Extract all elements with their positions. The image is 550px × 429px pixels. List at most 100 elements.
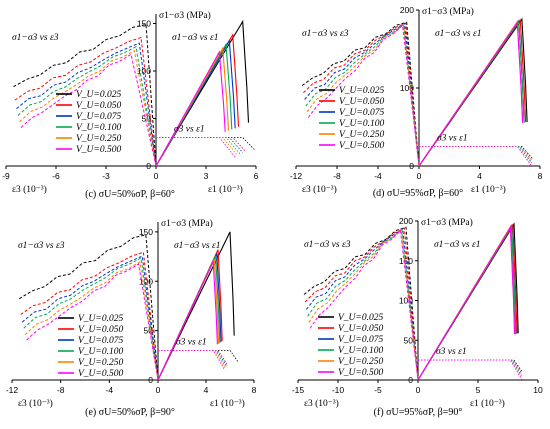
y-tick-label: 100 (137, 66, 151, 76)
legend-label: V_U=0.025 (76, 90, 121, 100)
y-tick-label: 0 (409, 161, 414, 171)
series-line-eps1 (417, 225, 516, 381)
annotation-sigma3: σ3 vs ε1 (437, 134, 468, 144)
annotation-sigma3: σ3 vs ε1 (436, 347, 467, 357)
y-axis-label: σ1−σ3 (MPa) (421, 217, 473, 228)
x-tick-label: 0 (156, 385, 161, 395)
x-tick-label: -9 (2, 171, 10, 181)
x-tick-label: 4 (204, 385, 209, 395)
x-tick-label: -12 (6, 385, 19, 395)
x-tick-label: 0 (154, 171, 159, 181)
x-tick-label: 0 (416, 385, 421, 395)
series-line-eps1 (155, 19, 250, 167)
x-axis-label-left: ε3 (10⁻³) (304, 398, 339, 409)
x-tick-label: 6 (254, 171, 259, 181)
annotation-curve-right: σ1−σ3 vs ε1 (435, 29, 481, 39)
panel-caption: (e) σU=50%σP, β=90° (85, 407, 175, 418)
x-tick-label: 0 (417, 171, 422, 181)
y-tick-label: 200 (399, 216, 413, 226)
y-tick-label: 150 (139, 227, 153, 237)
series-line-eps1 (157, 231, 235, 381)
legend-label: V_U=0.075 (78, 336, 123, 346)
x-axis-label-left: ε3 (10⁻³) (18, 398, 53, 409)
legend-label: V_U=0.050 (338, 324, 383, 334)
y-tick-label: 150 (399, 256, 413, 266)
legend-label: V_U=0.100 (339, 119, 384, 129)
legend-label: V_U=0.025 (78, 314, 123, 324)
series-line-eps3 (13, 23, 157, 167)
legend-label: V_U=0.250 (78, 358, 123, 368)
series-line-sigma3 (156, 137, 241, 155)
annotation-sigma3: σ3 vs ε1 (176, 337, 207, 347)
x-tick-label: -12 (290, 171, 303, 181)
series-line-sigma3 (419, 146, 532, 162)
series-line-eps3 (306, 228, 419, 381)
series-line-eps3 (16, 42, 157, 167)
annotation-curve-right: σ1−σ3 vs ε1 (434, 240, 480, 250)
series-line-sigma3 (419, 146, 533, 167)
series-line-eps3 (21, 255, 159, 381)
series-line-eps1 (418, 17, 528, 167)
x-axis-label-left: ε3 (10⁻³) (12, 184, 47, 195)
y-axis-label: σ1−σ3 (MPa) (159, 10, 211, 21)
y-tick-label: 150 (137, 19, 151, 29)
legend-label: V_U=0.100 (78, 347, 123, 357)
legend-label: V_U=0.025 (338, 313, 383, 323)
x-tick-label: -4 (106, 385, 114, 395)
x-axis-label-right: ε1 (10⁻³) (471, 184, 506, 195)
series-line-eps3 (20, 53, 157, 167)
y-axis-label: σ1−σ3 (MPa) (161, 218, 213, 229)
y-tick-label: 50 (404, 335, 414, 345)
chart-panel-1: -9 -6 -3 0 3 6 0 50 100 150 σ1−σ3 (MPa) ε3 (10⁻³) ε1… (2, 10, 258, 200)
x-axis-label-right: ε1 (10⁻³) (470, 398, 505, 409)
series-line-sigma3 (419, 146, 532, 165)
panel-caption: (f) σU=95%σP, β=90° (374, 407, 463, 418)
panel-caption: (c) σU=50%σP, β=60° (85, 189, 175, 200)
legend-label: V_U=0.250 (76, 134, 121, 144)
annotation-curve-left: σ1−σ3 vs ε3 (302, 29, 349, 39)
x-tick-label: 8 (538, 171, 543, 181)
x-tick-label: -3 (102, 171, 110, 181)
annotation-curve-right: σ1−σ3 vs ε1 (172, 33, 218, 43)
series-line-sigma3 (418, 359, 522, 376)
x-tick-label: 8 (252, 385, 257, 395)
legend-label: V_U=0.075 (339, 108, 384, 118)
series-line-sigma3 (158, 349, 225, 371)
annotation-sigma3: σ3 vs ε1 (174, 125, 205, 135)
x-tick-label: 4 (477, 171, 482, 181)
legend-label: V_U=0.025 (339, 86, 384, 96)
y-tick-label: 200 (400, 5, 414, 15)
y-tick-label: 0 (146, 161, 151, 171)
series-line-eps3 (19, 49, 157, 167)
x-tick-label: -8 (333, 171, 341, 181)
legend-label: V_U=0.250 (339, 130, 384, 140)
series-line-eps3 (26, 263, 159, 381)
series-line-sigma3 (418, 359, 523, 380)
x-tick-label: 3 (204, 171, 209, 181)
legend-label: V_U=0.500 (339, 141, 384, 151)
annotation-curve-right: σ1−σ3 vs ε1 (174, 241, 220, 251)
series-line-sigma3 (419, 146, 532, 164)
series-line-eps3 (24, 261, 159, 381)
y-tick-label: 100 (399, 296, 413, 306)
x-tick-label: -15 (292, 385, 305, 395)
legend-label: V_U=0.500 (338, 368, 383, 378)
series-line-eps1 (157, 261, 218, 381)
x-tick-label: -10 (332, 385, 345, 395)
legend-label: V_U=0.075 (76, 112, 121, 122)
series-line-eps1 (418, 20, 524, 167)
legend-label: V_U=0.500 (78, 369, 123, 379)
series-line-eps3 (20, 251, 159, 381)
series-line-sigma3 (156, 137, 236, 158)
series-line-eps3 (307, 24, 420, 167)
legend-label: V_U=0.100 (76, 123, 121, 133)
x-tick-label: -8 (57, 385, 65, 395)
legend-label: V_U=0.100 (338, 346, 383, 356)
y-tick-label: 0 (408, 375, 413, 385)
series-line-eps3 (308, 228, 419, 381)
y-tick-label: 50 (144, 326, 154, 336)
annotation-curve-left: σ1−σ3 vs ε3 (18, 241, 65, 251)
chart-panel-2: -12 -8 -4 0 4 8 0 100 200 σ1−σ3 (MPa) ε3 (10⁻³) ε1 … (290, 5, 543, 199)
series-line-sigma3 (419, 146, 533, 159)
